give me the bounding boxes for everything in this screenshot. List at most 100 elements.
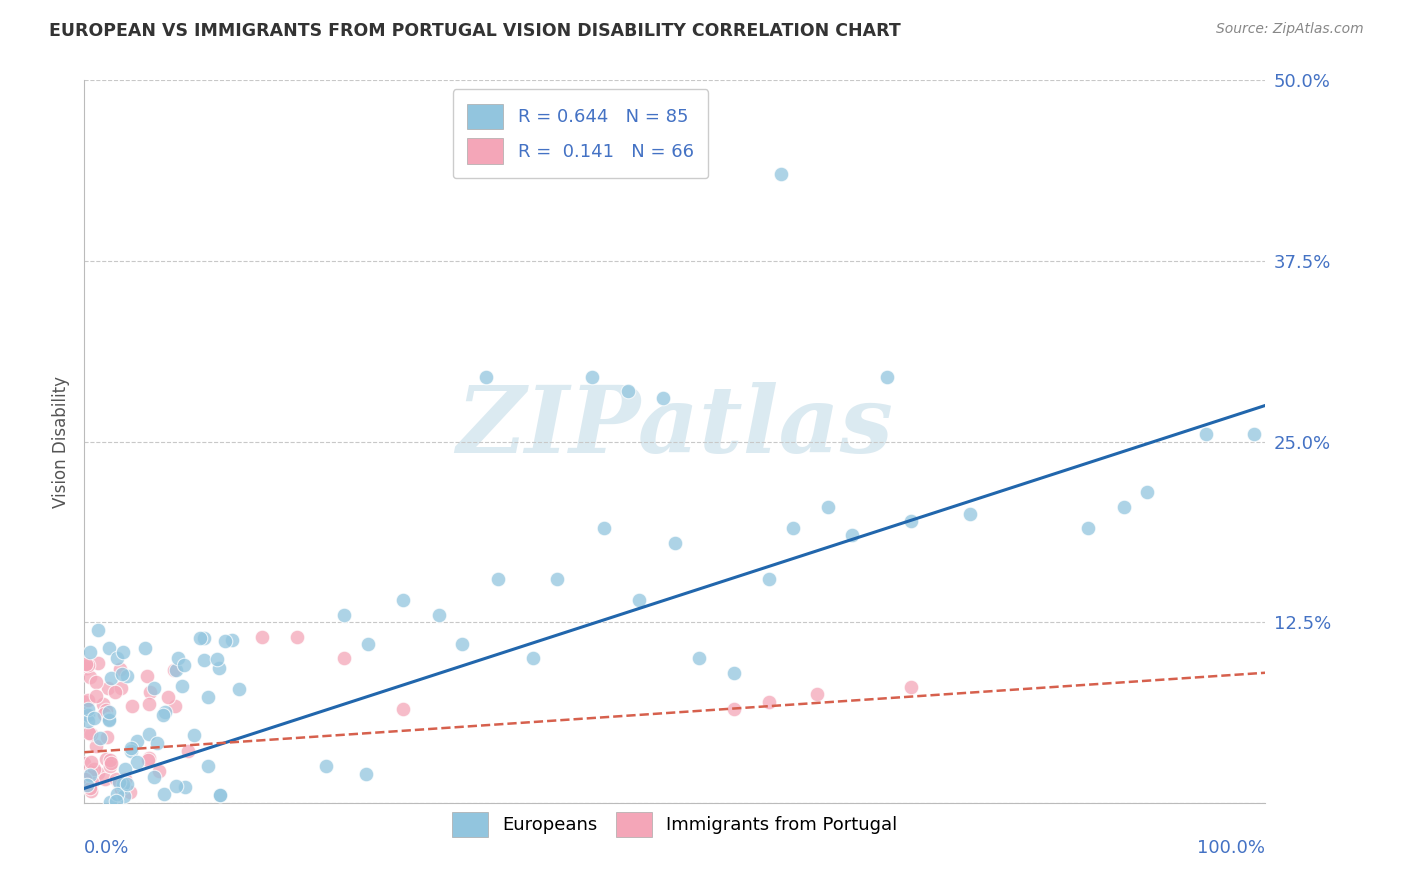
Point: [142, 681, 165, 695]
Point: [86, 766, 108, 780]
Point: [165, 779, 187, 793]
Point: [77, 714, 100, 729]
Point: [152, 787, 174, 801]
Point: [209, 788, 232, 802]
Point: [77, 702, 100, 716]
Point: [121, 699, 143, 714]
Point: [876, 369, 898, 384]
Point: [167, 651, 190, 665]
Point: [80, 727, 103, 741]
Text: EUROPEAN VS IMMIGRANTS FROM PORTUGAL VISION DISABILITY CORRELATION CHART: EUROPEAN VS IMMIGRANTS FROM PORTUGAL VIS…: [49, 22, 901, 40]
Point: [125, 733, 148, 747]
Point: [758, 695, 780, 709]
Point: [172, 679, 194, 693]
Point: [183, 728, 205, 742]
Point: [111, 667, 134, 681]
Point: [758, 572, 780, 586]
Point: [98, 712, 121, 726]
Point: [75, 660, 97, 674]
Point: [1112, 500, 1135, 514]
Point: [110, 782, 132, 797]
Point: [208, 661, 231, 675]
Point: [205, 652, 228, 666]
Point: [546, 572, 568, 586]
Point: [841, 528, 863, 542]
Point: [75, 707, 97, 722]
Point: [285, 630, 308, 644]
Point: [86, 675, 108, 690]
Point: [100, 759, 122, 773]
Point: [652, 391, 675, 405]
Point: [664, 535, 686, 549]
Point: [188, 631, 211, 645]
Point: [83, 762, 105, 776]
Point: [782, 521, 804, 535]
Point: [139, 685, 162, 699]
Point: [193, 632, 215, 646]
Point: [145, 736, 167, 750]
Point: [138, 751, 160, 765]
Point: [628, 593, 651, 607]
Point: [214, 633, 236, 648]
Point: [817, 500, 839, 514]
Point: [173, 780, 195, 794]
Point: [486, 572, 509, 586]
Point: [114, 762, 136, 776]
Text: 0.0%: 0.0%: [84, 838, 129, 857]
Point: [97, 681, 120, 695]
Point: [115, 777, 138, 791]
Point: [87, 623, 110, 637]
Point: [392, 593, 415, 607]
Point: [806, 687, 828, 701]
Point: [96, 730, 118, 744]
Point: [100, 756, 122, 771]
Point: [156, 690, 179, 705]
Y-axis label: Vision Disability: Vision Disability: [52, 376, 70, 508]
Point: [688, 651, 710, 665]
Point: [900, 680, 922, 694]
Point: [177, 744, 200, 758]
Point: [723, 702, 745, 716]
Point: [581, 369, 603, 384]
Point: [1077, 521, 1099, 535]
Point: [105, 651, 128, 665]
Point: [98, 705, 121, 719]
Point: [114, 772, 136, 787]
Legend: Europeans, Immigrants from Portugal: Europeans, Immigrants from Portugal: [444, 805, 905, 845]
Point: [228, 681, 250, 696]
Point: [77, 657, 100, 672]
Point: [112, 777, 135, 791]
Point: [593, 521, 616, 535]
Point: [76, 778, 98, 792]
Point: [357, 637, 380, 651]
Point: [94, 703, 117, 717]
Point: [79, 670, 101, 684]
Point: [959, 507, 981, 521]
Point: [900, 514, 922, 528]
Point: [120, 741, 142, 756]
Point: [80, 755, 103, 769]
Point: [333, 607, 356, 622]
Point: [100, 671, 122, 685]
Text: ZIPatlas: ZIPatlas: [457, 382, 893, 472]
Point: [475, 369, 498, 384]
Point: [80, 764, 103, 779]
Point: [108, 662, 131, 676]
Point: [104, 772, 127, 786]
Point: [120, 744, 142, 758]
Point: [197, 690, 219, 705]
Point: [87, 656, 110, 670]
Point: [79, 645, 101, 659]
Point: [115, 669, 138, 683]
Point: [522, 651, 544, 665]
Text: Source: ZipAtlas.com: Source: ZipAtlas.com: [1216, 22, 1364, 37]
Point: [73, 772, 96, 787]
Point: [96, 752, 118, 766]
Point: [77, 693, 100, 707]
Point: [118, 785, 141, 799]
Point: [79, 768, 101, 782]
Point: [112, 789, 135, 803]
Point: [107, 775, 129, 789]
Point: [100, 753, 122, 767]
Point: [105, 787, 128, 801]
